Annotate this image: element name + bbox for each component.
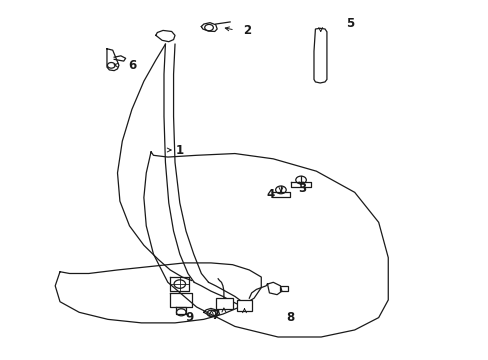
Polygon shape (313, 28, 326, 83)
Polygon shape (237, 300, 251, 311)
Text: 7: 7 (211, 309, 220, 322)
Text: 1: 1 (175, 144, 183, 157)
Text: 2: 2 (243, 23, 250, 37)
Text: 5: 5 (345, 17, 353, 30)
Text: 8: 8 (285, 311, 294, 324)
Text: 4: 4 (266, 188, 274, 201)
Text: 9: 9 (185, 311, 193, 324)
Text: 6: 6 (127, 59, 136, 72)
Text: 3: 3 (297, 182, 305, 195)
Polygon shape (215, 298, 232, 309)
Polygon shape (280, 286, 287, 291)
